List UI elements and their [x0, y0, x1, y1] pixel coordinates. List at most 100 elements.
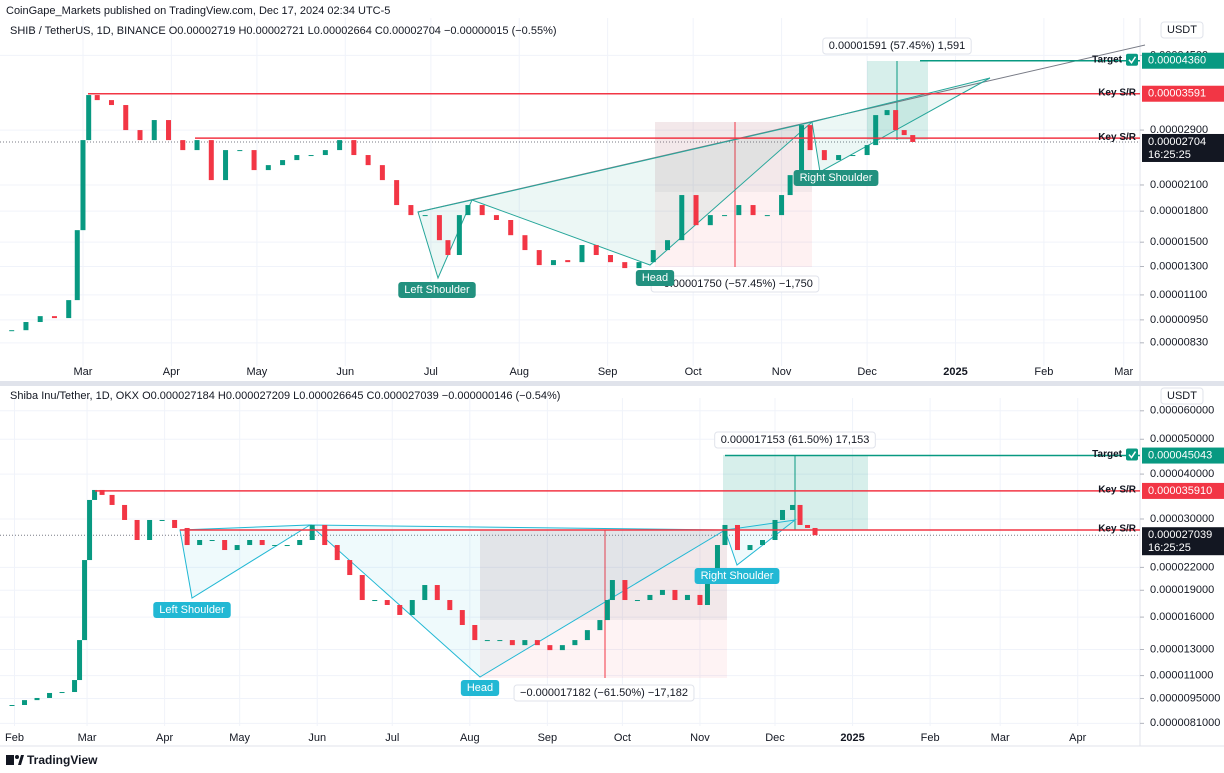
y-tick-label: 0.000050000	[1150, 433, 1214, 445]
candle-body	[550, 260, 556, 266]
y-tick-label: 0.00002900	[1150, 124, 1208, 136]
measure-down-label-box	[513, 684, 695, 702]
candle-body	[509, 640, 515, 646]
last-price-box	[1142, 133, 1224, 162]
candle-body	[764, 215, 770, 217]
y-tick-label: 0.000040000	[1150, 468, 1214, 480]
pattern-label: Right Shoulder	[793, 170, 879, 186]
last-price: 0.000027039	[1148, 529, 1212, 541]
candle-body	[66, 300, 72, 319]
x-tick-label: Apr	[163, 366, 180, 378]
candle-body	[334, 545, 340, 561]
candle-body	[650, 250, 656, 263]
candle-body	[137, 130, 143, 141]
pattern-label-box	[153, 602, 231, 618]
candle-body	[222, 540, 228, 551]
candle-body	[422, 585, 428, 601]
candle-body	[593, 245, 599, 256]
candle-body	[850, 155, 856, 157]
candle-body	[284, 545, 290, 547]
candle-body	[322, 150, 328, 156]
measure-shade	[480, 530, 727, 620]
y-tick-label: 0.00001300	[1150, 260, 1208, 272]
candle-body	[379, 165, 385, 181]
chart-panel	[0, 398, 1140, 726]
candle-body	[309, 524, 315, 541]
candle-body	[622, 262, 628, 269]
candle-body	[209, 540, 215, 542]
candle-body	[397, 604, 403, 615]
candle-body	[893, 110, 899, 131]
y-tick-label: 0.00001500	[1150, 236, 1208, 248]
candle-body	[484, 640, 490, 642]
candle-body	[697, 594, 703, 605]
candle-body	[884, 110, 890, 116]
measure-up-label: 0.00001591 (57.45%) 1,591	[822, 37, 972, 55]
candle-body	[622, 580, 628, 601]
y-tick-label: 0.000016000	[1150, 611, 1214, 623]
candle-body	[294, 155, 300, 161]
x-tick-label: May	[247, 366, 268, 378]
logo-part	[15, 755, 19, 759]
x-tick-label: Mar	[991, 732, 1010, 744]
x-tick-label: Feb	[921, 732, 940, 744]
level-value: 0.00004360	[1148, 55, 1206, 67]
x-tick-label: 2025	[840, 732, 864, 744]
candle-body	[747, 545, 753, 551]
level-value: 0.000035910	[1148, 485, 1212, 497]
candle-body	[9, 705, 15, 707]
candle-body	[445, 240, 451, 256]
measure-down-label: −0.000017182 (−61.50%) −17,182	[513, 684, 695, 702]
chart-panel	[0, 18, 1140, 366]
right-shoulder-shape	[811, 77, 991, 173]
check-mark	[1128, 451, 1137, 459]
footer-logo	[6, 755, 24, 765]
candle-body	[109, 494, 115, 505]
candle-body	[172, 519, 178, 528]
candle-body	[208, 140, 214, 181]
candle-body	[522, 640, 528, 646]
level-value-box	[1142, 447, 1224, 464]
candle-body	[821, 150, 827, 161]
pattern-label: Head	[460, 680, 500, 696]
x-tick-label: Sep	[538, 732, 558, 744]
candle-body	[94, 95, 100, 101]
measure-down-label-text: −0.000017182 (−61.50%) −17,182	[520, 687, 688, 699]
candle-body	[684, 594, 690, 601]
candle-body	[47, 692, 53, 698]
x-tick-label: Mar	[78, 732, 97, 744]
y-tick-label: 0.000060000	[1150, 405, 1214, 417]
currency-box	[1160, 21, 1204, 39]
pattern-label-box	[398, 282, 476, 298]
currency: USDT	[1160, 21, 1204, 39]
y-tick-label: 0.00002100	[1150, 179, 1208, 191]
pattern-label-box	[793, 170, 879, 186]
candle-body	[734, 524, 740, 551]
logo-part	[6, 755, 14, 765]
candle-body	[184, 527, 190, 546]
candle-body	[134, 519, 140, 541]
level-label: Key S/R	[1098, 132, 1137, 143]
candle-body	[237, 150, 243, 152]
x-tick-label: Aug	[509, 366, 529, 378]
candle-body	[901, 130, 907, 136]
x-tick-label: Oct	[614, 732, 631, 744]
candle-body	[722, 215, 728, 217]
candle-body	[234, 545, 240, 551]
candle-body	[787, 175, 793, 196]
publisher-line: CoinGape_Markets published on TradingVie…	[6, 5, 390, 17]
candle-body	[780, 509, 786, 520]
measure-down-zone	[480, 530, 727, 678]
level-label: Target	[1092, 449, 1122, 460]
level-value: 0.000045043	[1148, 449, 1212, 461]
candle-body	[359, 575, 365, 601]
measure-up-label-text: 0.000017153 (61.50%) 17,153	[721, 434, 870, 446]
candle-body	[166, 120, 172, 141]
candle-body	[86, 95, 92, 141]
pattern-label: Head	[635, 270, 675, 286]
candle-body	[247, 540, 253, 546]
pattern-label-text: Head	[642, 272, 668, 284]
candle-body	[456, 215, 462, 256]
left-shoulder-shape	[179, 524, 312, 599]
